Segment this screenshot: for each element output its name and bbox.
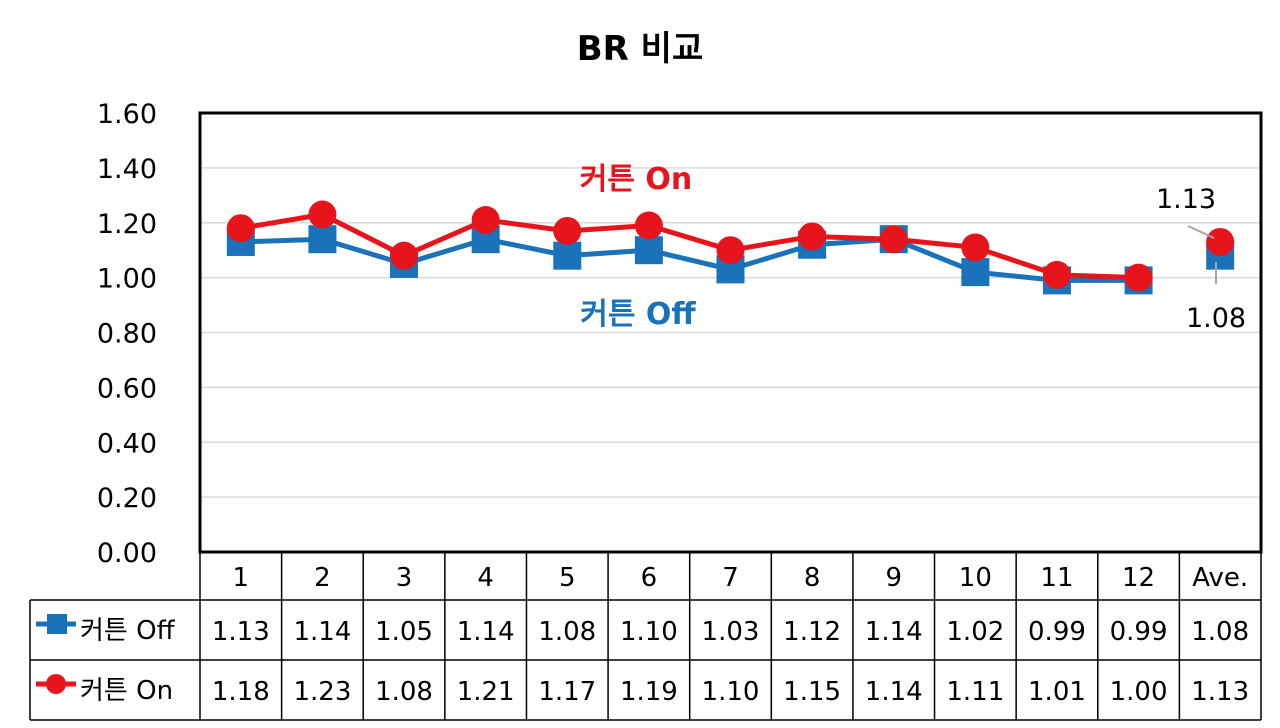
table-value-cell: 1.14 xyxy=(865,617,923,647)
table-value-cell: 1.05 xyxy=(375,617,433,647)
legend-key-marker-circle xyxy=(46,674,66,694)
table-value-cell: 0.99 xyxy=(1028,617,1086,647)
ave-on-data-label: 1.13 xyxy=(1156,184,1216,215)
y-tick-label: 1.40 xyxy=(97,154,157,185)
data-point-curtain-on xyxy=(1124,263,1153,292)
y-tick-label: 0.40 xyxy=(97,428,157,459)
table-value-cell: 1.08 xyxy=(375,677,433,707)
x-category-label: 10 xyxy=(959,563,992,593)
data-point-curtain-off xyxy=(961,258,990,287)
x-category-label: 1 xyxy=(233,563,250,593)
legend-series-name: 커튼 Off xyxy=(80,616,176,646)
table-value-cell: 1.12 xyxy=(783,617,841,647)
table-value-cell: 1.23 xyxy=(293,677,351,707)
data-point-curtain-off xyxy=(634,236,663,265)
series-line-curtain-off xyxy=(240,236,1139,283)
x-category-label: 11 xyxy=(1040,563,1073,593)
x-category-label: 8 xyxy=(804,563,821,593)
table-value-cell: 1.03 xyxy=(702,617,760,647)
data-point-curtain-on xyxy=(1206,227,1235,256)
x-category-label: 9 xyxy=(885,563,902,593)
data-point-curtain-on xyxy=(1042,260,1071,289)
table-value-cell: 1.14 xyxy=(293,617,351,647)
annotation-curtain-on: 커튼 On xyxy=(580,162,693,197)
data-point-curtain-on xyxy=(961,233,990,262)
table-value-cell: 1.19 xyxy=(620,677,678,707)
table-value-cell: 1.15 xyxy=(783,677,841,707)
x-category-label: 3 xyxy=(396,563,413,593)
table-value-cell: 1.13 xyxy=(1191,677,1249,707)
table-value-cell: 1.10 xyxy=(702,677,760,707)
plot-frame xyxy=(198,111,1263,554)
table-value-cell: 1.00 xyxy=(1110,677,1168,707)
table-value-cell: 1.14 xyxy=(865,677,923,707)
table-value-cell: 1.18 xyxy=(212,677,270,707)
x-category-label: 12 xyxy=(1122,563,1155,593)
table-value-cell: 1.02 xyxy=(946,617,1004,647)
data-point-curtain-off xyxy=(553,241,582,270)
y-tick-label: 0.00 xyxy=(97,538,157,569)
x-category-label: 5 xyxy=(559,563,576,593)
data-point-curtain-on xyxy=(879,225,908,254)
x-category-label: 7 xyxy=(722,563,739,593)
table-value-cell: 1.01 xyxy=(1028,677,1086,707)
y-tick-label: 0.80 xyxy=(97,319,157,350)
table-value-cell: 1.14 xyxy=(457,617,515,647)
chart-title: BR 비교 xyxy=(577,29,704,69)
series-layer xyxy=(226,200,1235,295)
table-value-cell: 1.10 xyxy=(620,617,678,647)
data-table: 1 2 3 4 5 6 7 8 9 10 11 12 Ave.커튼 Off 1.13 1.14 1.05 1.1… xyxy=(29,551,1262,721)
data-point-curtain-on xyxy=(798,222,827,251)
annotation-curtain-off: 커튼 Off xyxy=(580,297,696,332)
table-value-cell: 1.17 xyxy=(538,677,596,707)
y-axis: 0.00 0.20 0.40 0.60 0.80 1.00 1.20 1.40 1.60 xyxy=(97,99,157,569)
x-category-label: 2 xyxy=(314,563,331,593)
table-value-cell: 1.08 xyxy=(538,617,596,647)
data-point-curtain-on xyxy=(634,211,663,240)
data-point-curtain-on xyxy=(716,236,745,265)
y-tick-label: 0.20 xyxy=(97,483,157,514)
data-point-curtain-on xyxy=(308,200,337,229)
table-value-cell: 1.11 xyxy=(946,677,1004,707)
table-value-cell: 1.21 xyxy=(457,677,515,707)
data-point-curtain-on xyxy=(553,216,582,245)
y-tick-label: 0.60 xyxy=(97,373,157,404)
x-category-label: Ave. xyxy=(1192,563,1248,593)
table-value-cell: 1.08 xyxy=(1191,617,1249,647)
table-value-cell: 0.99 xyxy=(1110,617,1168,647)
gridlines xyxy=(200,167,1261,498)
data-point-curtain-on xyxy=(226,214,255,243)
annotations: 커튼 On 커튼 Off 1.13 1.08 xyxy=(580,162,1246,334)
ave-off-data-label: 1.08 xyxy=(1186,303,1246,334)
ave-on-leader-line xyxy=(1187,225,1215,239)
legend-series-name: 커튼 On xyxy=(80,676,173,706)
x-category-label: 4 xyxy=(477,563,494,593)
data-point-curtain-off xyxy=(308,225,337,254)
data-point-curtain-on xyxy=(390,241,419,270)
series-line-curtain-on xyxy=(240,212,1139,281)
y-tick-label: 1.60 xyxy=(97,99,157,130)
data-point-curtain-on xyxy=(471,206,500,235)
y-tick-label: 1.00 xyxy=(97,264,157,295)
x-category-label: 6 xyxy=(641,563,658,593)
table-value-cell: 1.13 xyxy=(212,617,270,647)
legend-key-marker-square xyxy=(47,614,67,634)
y-tick-label: 1.20 xyxy=(97,209,157,240)
